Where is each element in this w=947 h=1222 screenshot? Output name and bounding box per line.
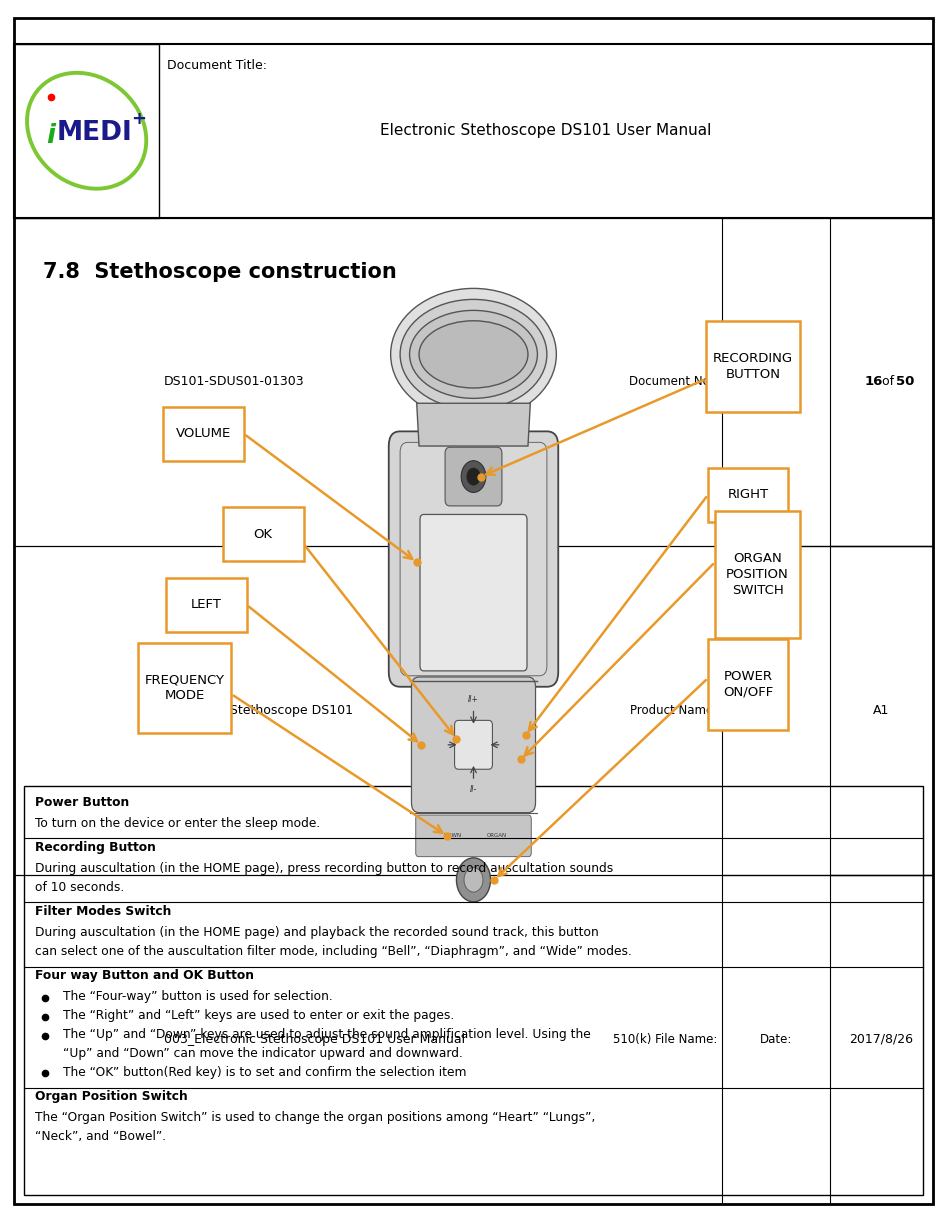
- Text: +: +: [132, 110, 146, 127]
- Text: Electronic Stethoscope DS101 User Manual: Electronic Stethoscope DS101 User Manual: [381, 123, 711, 138]
- Bar: [164, 407, 244, 461]
- Text: i: i: [46, 122, 55, 149]
- Bar: [223, 507, 303, 561]
- Bar: [722, 218, 933, 546]
- Text: 003_Electronic Stethoscope DS101 User Manual: 003_Electronic Stethoscope DS101 User Ma…: [164, 1033, 465, 1046]
- Ellipse shape: [426, 706, 521, 743]
- Text: of 10 seconds.: of 10 seconds.: [35, 881, 124, 895]
- Ellipse shape: [409, 310, 538, 398]
- Text: Document Title:: Document Title:: [167, 59, 267, 72]
- Ellipse shape: [401, 299, 547, 409]
- Text: Filter Modes Switch: Filter Modes Switch: [35, 906, 171, 918]
- FancyBboxPatch shape: [389, 431, 558, 687]
- Text: 7.8  Stethoscope construction: 7.8 Stethoscope construction: [43, 262, 397, 281]
- Bar: [830, 218, 933, 546]
- Bar: [14, 44, 933, 218]
- Text: Date:: Date:: [759, 1033, 792, 1046]
- Text: LEFT: LEFT: [191, 599, 222, 611]
- Text: 16: 16: [864, 375, 883, 389]
- Text: 50: 50: [897, 375, 915, 389]
- Text: Four way Button and OK Button: Four way Button and OK Button: [35, 969, 254, 982]
- Text: Ver.:: Ver.:: [762, 704, 789, 717]
- Bar: [167, 578, 246, 632]
- Text: The “Organ Position Switch” is used to change the organ positions among “Heart” : The “Organ Position Switch” is used to c…: [35, 1112, 596, 1124]
- Text: During auscultation (in the HOME page), press recording button to record auscult: During auscultation (in the HOME page), …: [35, 863, 614, 875]
- FancyBboxPatch shape: [416, 815, 531, 857]
- Bar: [830, 875, 933, 1204]
- Text: VOLUME: VOLUME: [176, 428, 231, 440]
- Text: The “Up” and “Down” keys are used to adjust the sound amplification level. Using: The “Up” and “Down” keys are used to adj…: [63, 1029, 591, 1041]
- Text: The “Four-way” button is used for selection.: The “Four-way” button is used for select…: [63, 991, 333, 1003]
- Text: II+: II+: [468, 695, 479, 704]
- Bar: [14, 44, 159, 218]
- Text: Electronic Stethoscope DS101: Electronic Stethoscope DS101: [164, 704, 353, 717]
- Text: The “Right” and “Left” keys are used to enter or exit the pages.: The “Right” and “Left” keys are used to …: [63, 1009, 455, 1023]
- Text: A1: A1: [873, 704, 889, 717]
- Text: OK: OK: [254, 528, 273, 540]
- Text: of: of: [879, 375, 899, 389]
- Text: Page:: Page:: [759, 375, 792, 389]
- Text: DS101-SDUS01-01303: DS101-SDUS01-01303: [164, 375, 304, 389]
- Polygon shape: [417, 403, 530, 446]
- Text: The “OK” button(Red key) is to set and confirm the selection item: The “OK” button(Red key) is to set and c…: [63, 1067, 467, 1079]
- FancyBboxPatch shape: [411, 677, 536, 813]
- Text: Recording Button: Recording Button: [35, 841, 156, 854]
- Circle shape: [456, 858, 491, 902]
- Text: can select one of the auscultation filter mode, including “Bell”, “Diaphragm”, a: can select one of the auscultation filte…: [35, 946, 632, 958]
- Bar: [14, 218, 933, 546]
- Bar: [14, 875, 933, 1204]
- Text: Document No.:: Document No.:: [629, 375, 717, 389]
- Circle shape: [464, 868, 483, 892]
- Bar: [722, 546, 933, 875]
- FancyBboxPatch shape: [445, 447, 502, 506]
- Bar: [708, 639, 789, 730]
- Text: Power Button: Power Button: [35, 796, 130, 809]
- Text: 510(k) File Name:: 510(k) File Name:: [613, 1033, 717, 1046]
- Bar: [24, 786, 923, 1195]
- Text: RIGHT: RIGHT: [727, 489, 769, 501]
- Text: DOWN: DOWN: [443, 833, 462, 838]
- Bar: [138, 643, 231, 733]
- Bar: [715, 511, 800, 638]
- Text: ORGAN
POSITION
SWITCH: ORGAN POSITION SWITCH: [726, 552, 789, 596]
- Text: “Neck”, and “Bowel”.: “Neck”, and “Bowel”.: [35, 1130, 166, 1144]
- FancyBboxPatch shape: [420, 514, 527, 671]
- Text: MEDI: MEDI: [57, 120, 132, 147]
- Text: POWER
ON/OFF: POWER ON/OFF: [723, 670, 774, 699]
- Text: During auscultation (in the HOME page) and playback the recorded sound track, th: During auscultation (in the HOME page) a…: [35, 926, 599, 940]
- FancyBboxPatch shape: [455, 721, 492, 770]
- Text: 2017/8/26: 2017/8/26: [849, 1033, 913, 1046]
- Text: To turn on the device or enter the sleep mode.: To turn on the device or enter the sleep…: [35, 818, 320, 830]
- Bar: [830, 546, 933, 875]
- Text: ORGAN: ORGAN: [487, 833, 508, 838]
- Text: FREQUENCY
MODE: FREQUENCY MODE: [145, 673, 224, 703]
- Circle shape: [461, 461, 486, 492]
- Polygon shape: [409, 672, 538, 721]
- Text: II-: II-: [470, 786, 477, 794]
- FancyBboxPatch shape: [400, 442, 547, 676]
- Ellipse shape: [420, 320, 528, 389]
- Text: “Up” and “Down” can move the indicator upward and downward.: “Up” and “Down” can move the indicator u…: [63, 1047, 463, 1061]
- Text: Organ Position Switch: Organ Position Switch: [35, 1090, 188, 1103]
- Bar: [722, 875, 933, 1204]
- Bar: [14, 546, 933, 875]
- Text: Product Name:: Product Name:: [630, 704, 717, 717]
- Bar: [706, 321, 799, 412]
- Circle shape: [467, 468, 480, 485]
- Ellipse shape: [391, 288, 557, 420]
- Text: RECORDING
BUTTON: RECORDING BUTTON: [713, 352, 793, 381]
- Bar: [708, 468, 789, 522]
